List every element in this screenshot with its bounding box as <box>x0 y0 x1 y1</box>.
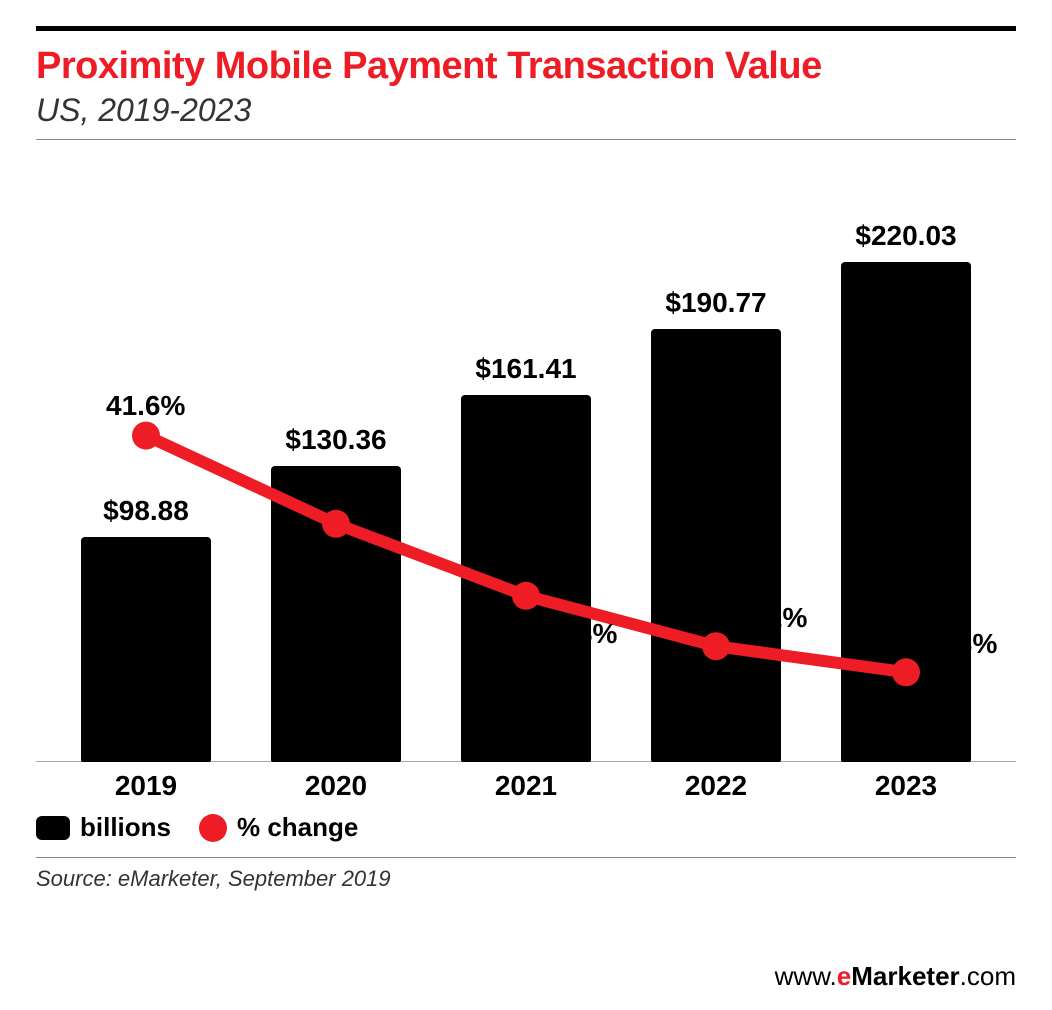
bar <box>461 395 591 762</box>
chart-subtitle: US, 2019-2023 <box>36 92 1016 129</box>
line-value-label: 41.6% <box>106 390 185 422</box>
bar <box>841 262 971 762</box>
bar <box>81 537 211 762</box>
bar-value-label: $161.41 <box>436 353 616 385</box>
x-axis-label: 2022 <box>626 770 806 802</box>
bar-value-label: $190.77 <box>626 287 806 319</box>
line-value-label: 23.8% <box>538 618 617 650</box>
line-value-label: 18.2% <box>728 602 807 634</box>
legend-label: billions <box>80 812 171 843</box>
footer-suffix: .com <box>960 961 1016 991</box>
legend-item-billions: billions <box>36 812 171 843</box>
line-value-label: 15.3% <box>918 628 997 660</box>
footer-prefix: www. <box>775 961 837 991</box>
bar <box>271 466 401 762</box>
title-underline <box>36 139 1016 140</box>
source-text: Source: eMarketer, September 2019 <box>36 866 1016 892</box>
x-axis-label: 2020 <box>246 770 426 802</box>
chart-plot-area: $98.88 2019 $130.36 2020 $161.41 2021 $190.77 2… <box>36 160 1016 800</box>
top-rule <box>36 26 1016 31</box>
bar-value-label: $220.03 <box>816 220 996 252</box>
x-axis-label: 2021 <box>436 770 616 802</box>
legend-item-pct-change: % change <box>199 812 358 843</box>
line-marker <box>132 422 160 450</box>
footer-brand-rest: Marketer <box>851 961 959 991</box>
line-value-label: 31.8% <box>306 548 385 580</box>
legend-swatch-rect <box>36 816 70 840</box>
bar-value-label: $130.36 <box>246 424 426 456</box>
x-axis-label: 2019 <box>56 770 236 802</box>
legend: billions % change <box>36 812 1016 843</box>
chart-title: Proximity Mobile Payment Transaction Val… <box>36 45 1016 88</box>
legend-label: % change <box>237 812 358 843</box>
footer-attribution: www.eMarketer.com <box>775 961 1016 992</box>
footer-brand-e: e <box>837 961 851 991</box>
bar-value-label: $98.88 <box>56 495 236 527</box>
legend-swatch-dot <box>199 814 227 842</box>
x-axis-label: 2023 <box>816 770 996 802</box>
chart-card: Proximity Mobile Payment Transaction Val… <box>0 0 1052 1010</box>
source-rule <box>36 857 1016 858</box>
bar <box>651 329 781 763</box>
